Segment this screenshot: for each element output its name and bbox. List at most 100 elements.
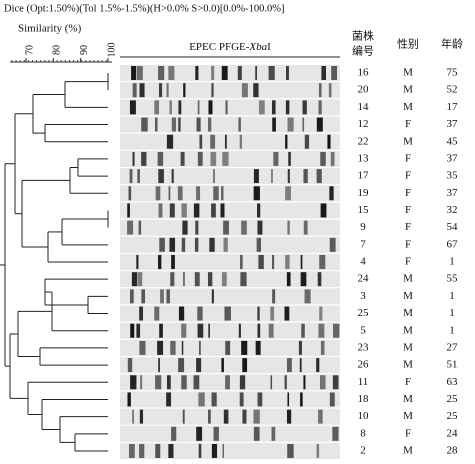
gel-band [130, 375, 137, 390]
gel-band [155, 186, 161, 201]
gel-lane [120, 322, 340, 339]
gel-band [169, 203, 175, 218]
cell: M [403, 273, 413, 285]
gel-band [271, 100, 276, 115]
gel-band [132, 151, 135, 166]
cell: 19 [358, 187, 370, 199]
cell: 2 [360, 445, 366, 457]
gel-band [285, 255, 290, 269]
gel-band [320, 375, 326, 390]
gel-band [222, 444, 225, 458]
cell: 16 [358, 67, 370, 79]
gel-band [158, 66, 165, 80]
cell: M [403, 341, 413, 353]
cell: 25 [447, 410, 459, 422]
gel-band [183, 272, 185, 287]
gel-band [284, 306, 290, 321]
gel-band [210, 134, 216, 149]
gel-band [318, 83, 322, 98]
gel-band [197, 151, 203, 166]
gel-lane [120, 99, 340, 116]
cell: M [403, 393, 413, 405]
gel-band [129, 169, 133, 184]
gel-lane [120, 185, 340, 202]
gel-band [197, 306, 203, 321]
gel-band [181, 375, 187, 390]
gel-band [239, 375, 246, 390]
gel-lane [120, 82, 340, 99]
gel-band [287, 444, 294, 458]
gel-band [194, 237, 199, 252]
cell: F [405, 152, 411, 164]
gel-band [221, 66, 228, 80]
gel-band [240, 272, 247, 287]
cell: 37 [447, 118, 459, 130]
gel-band [220, 203, 225, 218]
gel-band [180, 151, 185, 166]
gel-band [155, 117, 158, 132]
cell: 75 [447, 67, 459, 79]
gel-band [139, 444, 145, 458]
gel-band [211, 66, 215, 80]
gel-band [139, 306, 144, 321]
gel-band [319, 306, 323, 321]
col-header: 编号 [352, 44, 374, 58]
gel-band [183, 83, 186, 98]
gel-band [171, 169, 174, 184]
gel-band [270, 306, 275, 321]
cell: 26 [358, 359, 370, 371]
gel-band [298, 340, 302, 355]
gel-band [329, 186, 334, 201]
cell: 28 [447, 445, 459, 457]
cell: 24 [447, 427, 459, 439]
gel-band [303, 220, 308, 235]
gel-band [300, 255, 303, 269]
gel-lane [120, 374, 340, 391]
gel-band [182, 409, 185, 424]
cell: 35 [447, 170, 459, 182]
gel-lane [120, 168, 340, 185]
header: Dice (Opt:1.50%)(Tol 1.5%-1.5%)(H>0.0% S… [4, 3, 285, 14]
cell: F [405, 427, 411, 439]
gel-band [221, 186, 224, 201]
gel-band [169, 100, 172, 115]
gel-band [178, 117, 181, 132]
gel-band [271, 169, 273, 184]
gel-band [130, 323, 135, 338]
cell: 5 [360, 324, 366, 336]
gel-band [132, 409, 134, 424]
cell: M [403, 101, 413, 113]
gel-band [288, 151, 291, 166]
gel-band [181, 237, 186, 252]
gel-band [196, 358, 202, 373]
gel-band [241, 83, 248, 98]
gel-band [213, 426, 219, 441]
gel-band [224, 306, 231, 321]
gel-lane [120, 271, 340, 288]
cell: 17 [447, 101, 459, 113]
cell: 15 [358, 204, 370, 216]
gel-band [211, 392, 217, 407]
gel-lane [120, 150, 340, 167]
cell: 7 [360, 238, 366, 250]
gel-band [300, 392, 303, 407]
cell: 24 [358, 273, 370, 285]
gel-band [316, 169, 322, 184]
gel-band [138, 220, 142, 235]
gel-band [255, 340, 261, 355]
gel-band [255, 66, 258, 80]
gel-band [329, 237, 336, 252]
gel-band [139, 409, 144, 424]
gel-band [238, 117, 241, 132]
gel-lane [120, 408, 340, 425]
gel-band [131, 272, 138, 287]
cell: 37 [447, 187, 459, 199]
gel-band [253, 186, 260, 201]
cell: F [405, 376, 411, 388]
cell: 25 [447, 393, 459, 405]
gel-band [299, 358, 302, 373]
gel-band [211, 289, 214, 304]
cell: 27 [447, 341, 459, 353]
gel-lane [120, 236, 340, 253]
cell: M [403, 410, 413, 422]
